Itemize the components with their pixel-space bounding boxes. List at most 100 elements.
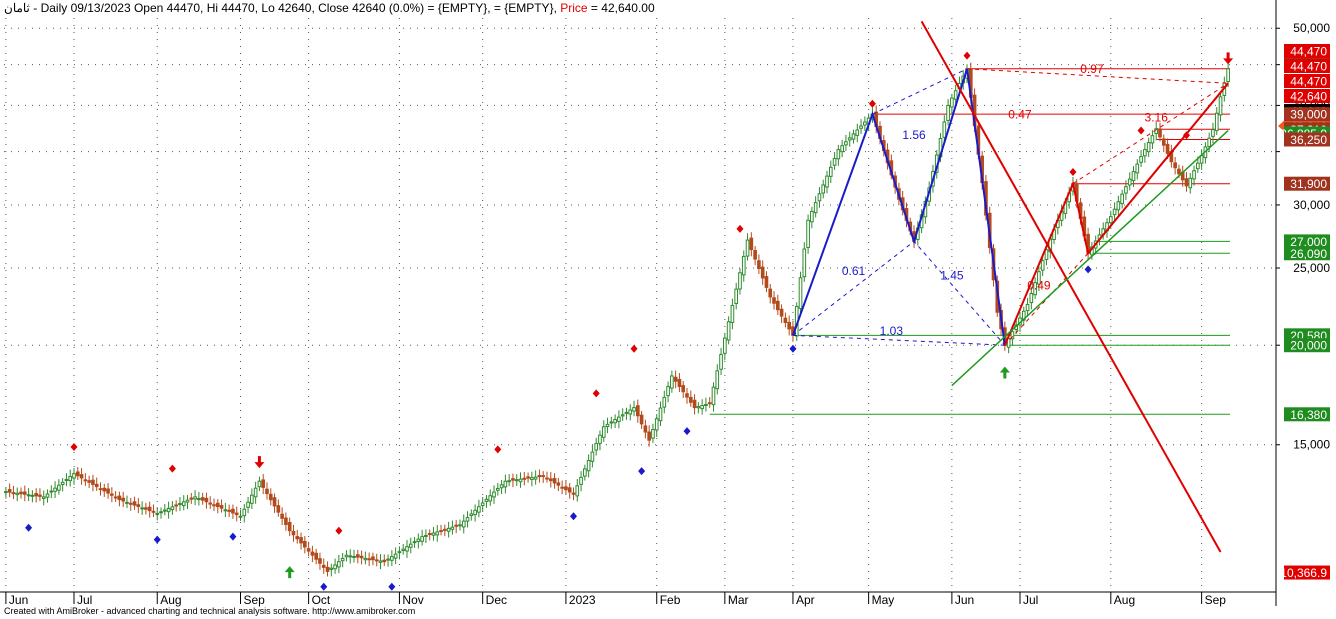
- candle-body: [681, 385, 686, 393]
- buy-arrow-icon: [284, 566, 295, 579]
- candle-body: [318, 558, 322, 564]
- candle-body: [810, 210, 814, 223]
- candle-body: [185, 499, 190, 503]
- candle-body: [511, 478, 515, 481]
- candle-body: [1120, 193, 1124, 205]
- x-tick-label: Feb: [660, 593, 681, 607]
- candle-body: [87, 480, 91, 483]
- candle-body: [19, 491, 23, 495]
- price-tag-bg: [1284, 176, 1330, 191]
- red-rising-line: [1087, 82, 1229, 254]
- candle-body: [443, 528, 447, 531]
- candle-body: [552, 478, 557, 484]
- candle-body: [204, 497, 209, 503]
- candle-body: [707, 402, 712, 405]
- blue-diamond-marker: [388, 582, 396, 591]
- candle-body: [571, 492, 576, 495]
- candle-body: [1029, 293, 1034, 304]
- candle-body: [863, 121, 867, 126]
- candle-body: [174, 504, 178, 507]
- x-tick-label: Jul: [77, 593, 92, 607]
- candle-body: [832, 157, 837, 166]
- candle-body: [102, 487, 107, 492]
- harmonic-patterns: [792, 20, 1229, 553]
- candle-body: [495, 487, 500, 491]
- candle-body: [53, 487, 57, 492]
- ratio-label: 3.16: [1145, 110, 1169, 124]
- candle-body: [1188, 177, 1193, 189]
- candle-body: [125, 501, 129, 504]
- candle-body: [401, 548, 406, 552]
- candle-body: [83, 479, 88, 482]
- candle-body: [314, 552, 319, 560]
- candle-body: [7, 489, 12, 493]
- harmonic-blue-dashed: [792, 240, 1006, 346]
- candle-body: [219, 505, 224, 509]
- candle-body: [299, 537, 303, 544]
- candle-body: [715, 370, 720, 390]
- x-tick-label: Dec: [486, 593, 507, 607]
- symbol-name: ثامان: [4, 1, 30, 15]
- candle-body: [613, 419, 617, 424]
- candle-body: [760, 266, 765, 279]
- candle-body: [405, 546, 409, 552]
- price-tag-label: 39,000: [1290, 108, 1327, 122]
- candle-body: [246, 501, 250, 508]
- price-tag-bg: [1284, 107, 1330, 122]
- candle-body: [117, 495, 122, 501]
- candle-body: [1146, 142, 1151, 153]
- candle-body: [68, 476, 73, 482]
- candle-body: [541, 475, 546, 478]
- candle-body: [412, 541, 417, 544]
- price-tag-label: 20,000: [1290, 339, 1327, 353]
- red-diamond-marker: [168, 464, 176, 473]
- y-tick-label: 25,000: [1293, 261, 1330, 275]
- candle-body: [208, 502, 213, 505]
- price-tag-label: 42,640: [1290, 90, 1327, 104]
- candle-body: [624, 411, 629, 414]
- candle-body: [533, 476, 538, 480]
- footer-credit: Created with AmiBroker - advanced charti…: [4, 606, 416, 616]
- candle-body: [200, 497, 205, 501]
- grid-lines: [4, 18, 1276, 592]
- x-tick-label: Jun: [9, 593, 28, 607]
- candle-body: [590, 451, 595, 462]
- candle-body: [113, 496, 118, 499]
- ohlc-readout: - Daily 09/13/2023 Open 44470, Hi 44470,…: [29, 1, 561, 15]
- candle-body: [1214, 112, 1219, 132]
- candle-body: [772, 297, 776, 304]
- price-tag-label: 16,380: [1290, 408, 1327, 422]
- candle-body: [586, 460, 591, 472]
- candle-body: [783, 317, 788, 324]
- candle-body: [329, 567, 334, 570]
- y-tick-label: 50,000: [1293, 21, 1330, 35]
- candle-body: [268, 493, 273, 501]
- candle-body: [461, 520, 466, 528]
- candle-body: [1033, 282, 1037, 296]
- candle-body: [522, 477, 527, 480]
- candle-body: [34, 493, 38, 497]
- candle-body: [654, 418, 659, 431]
- candle-body: [446, 527, 451, 532]
- candle-body: [371, 556, 375, 561]
- x-tick-label: Sep: [1205, 593, 1227, 607]
- candle-body: [242, 508, 247, 517]
- candle-body: [651, 428, 655, 439]
- price-tag-label: 44,470: [1290, 75, 1327, 89]
- candle-body: [393, 553, 398, 559]
- candle-body: [1161, 138, 1166, 146]
- candle-body: [499, 484, 504, 489]
- harmonic-blue-leg: [792, 68, 1006, 346]
- candle-body: [719, 353, 723, 370]
- candle-body: [1226, 68, 1230, 83]
- sell-arrow-icon: [1223, 52, 1234, 65]
- candle-body: [1124, 186, 1128, 194]
- candle-body: [136, 504, 141, 508]
- ratio-label: 0.47: [1008, 108, 1032, 122]
- candle-body: [518, 478, 523, 483]
- candle-body: [1116, 201, 1121, 211]
- candle-body: [38, 494, 42, 497]
- price-tag-bg: [1284, 59, 1330, 73]
- candle-body: [484, 498, 489, 502]
